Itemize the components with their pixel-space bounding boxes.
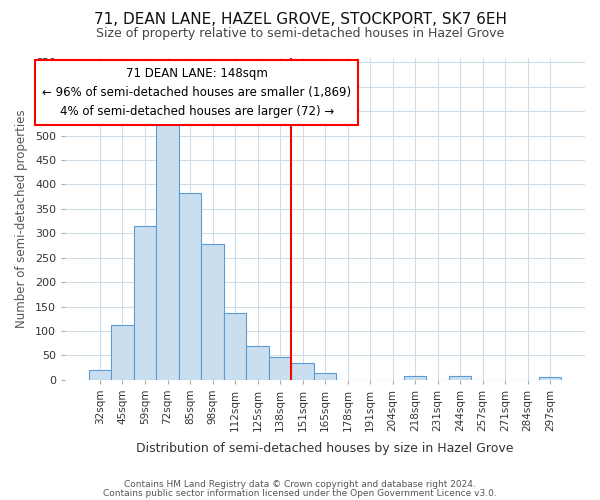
Y-axis label: Number of semi-detached properties: Number of semi-detached properties	[15, 110, 28, 328]
Bar	[314, 374, 337, 380]
Bar	[269, 357, 291, 380]
Text: Contains HM Land Registry data © Crown copyright and database right 2024.: Contains HM Land Registry data © Crown c…	[124, 480, 476, 489]
Text: 71, DEAN LANE, HAZEL GROVE, STOCKPORT, SK7 6EH: 71, DEAN LANE, HAZEL GROVE, STOCKPORT, S…	[94, 12, 506, 28]
Bar	[89, 370, 111, 380]
Bar	[224, 313, 246, 380]
Bar	[179, 193, 201, 380]
X-axis label: Distribution of semi-detached houses by size in Hazel Grove: Distribution of semi-detached houses by …	[136, 442, 514, 455]
Text: Size of property relative to semi-detached houses in Hazel Grove: Size of property relative to semi-detach…	[96, 28, 504, 40]
Bar	[246, 346, 269, 380]
Text: Contains public sector information licensed under the Open Government Licence v3: Contains public sector information licen…	[103, 488, 497, 498]
Bar	[539, 378, 562, 380]
Bar	[134, 226, 156, 380]
Bar	[449, 376, 472, 380]
Text: 71 DEAN LANE: 148sqm
← 96% of semi-detached houses are smaller (1,869)
4% of sem: 71 DEAN LANE: 148sqm ← 96% of semi-detac…	[42, 68, 352, 118]
Bar	[291, 362, 314, 380]
Bar	[404, 376, 427, 380]
Bar	[201, 244, 224, 380]
Bar	[156, 114, 179, 380]
Bar	[111, 325, 134, 380]
